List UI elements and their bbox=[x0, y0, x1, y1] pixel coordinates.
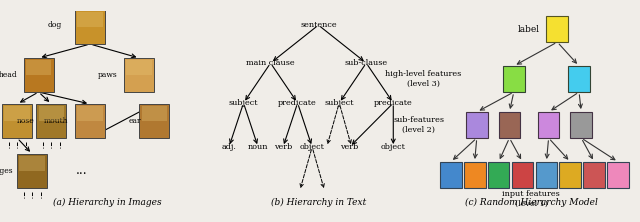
Text: (a) Hierarchy in Images: (a) Hierarchy in Images bbox=[53, 198, 161, 207]
Text: subject: subject bbox=[228, 99, 259, 107]
Text: object: object bbox=[300, 143, 324, 151]
FancyBboxPatch shape bbox=[559, 162, 581, 188]
FancyBboxPatch shape bbox=[140, 104, 170, 138]
FancyBboxPatch shape bbox=[607, 162, 629, 188]
Text: predicate: predicate bbox=[278, 99, 317, 107]
Text: input features
(level 1): input features (level 1) bbox=[502, 190, 560, 208]
FancyBboxPatch shape bbox=[127, 60, 152, 75]
FancyBboxPatch shape bbox=[536, 162, 557, 188]
Text: mouth: mouth bbox=[44, 117, 68, 125]
Text: head: head bbox=[0, 71, 17, 79]
FancyBboxPatch shape bbox=[499, 112, 520, 138]
FancyBboxPatch shape bbox=[568, 66, 590, 92]
FancyBboxPatch shape bbox=[547, 16, 568, 42]
Text: adj.: adj. bbox=[221, 143, 236, 151]
Text: subject: subject bbox=[324, 99, 354, 107]
FancyBboxPatch shape bbox=[19, 156, 45, 171]
Text: (c) Random Hierarchy Model: (c) Random Hierarchy Model bbox=[465, 198, 598, 207]
Text: label: label bbox=[518, 25, 540, 34]
Text: predicate: predicate bbox=[374, 99, 413, 107]
FancyBboxPatch shape bbox=[511, 162, 533, 188]
Text: high-level features
(level 3): high-level features (level 3) bbox=[385, 70, 461, 88]
FancyBboxPatch shape bbox=[440, 162, 461, 188]
FancyBboxPatch shape bbox=[36, 104, 67, 138]
FancyBboxPatch shape bbox=[75, 10, 105, 44]
FancyBboxPatch shape bbox=[75, 104, 105, 138]
Text: nose: nose bbox=[17, 117, 35, 125]
Text: verb: verb bbox=[340, 143, 359, 151]
Text: ear: ear bbox=[129, 117, 141, 125]
FancyBboxPatch shape bbox=[38, 106, 64, 121]
Text: noun: noun bbox=[248, 143, 268, 151]
Text: verb: verb bbox=[274, 143, 292, 151]
FancyBboxPatch shape bbox=[141, 106, 167, 121]
FancyBboxPatch shape bbox=[4, 106, 30, 121]
Text: main clause: main clause bbox=[246, 59, 295, 67]
FancyBboxPatch shape bbox=[466, 112, 488, 138]
Text: dog: dog bbox=[48, 21, 62, 29]
FancyBboxPatch shape bbox=[26, 60, 51, 75]
Text: paws: paws bbox=[98, 71, 118, 79]
Text: edges: edges bbox=[0, 167, 13, 175]
FancyBboxPatch shape bbox=[124, 58, 154, 92]
FancyBboxPatch shape bbox=[538, 112, 559, 138]
FancyBboxPatch shape bbox=[17, 154, 47, 188]
FancyBboxPatch shape bbox=[488, 162, 509, 188]
FancyBboxPatch shape bbox=[570, 112, 592, 138]
FancyBboxPatch shape bbox=[584, 162, 605, 188]
Text: (b) Hierarchy in Text: (b) Hierarchy in Text bbox=[271, 198, 366, 207]
Text: sentence: sentence bbox=[300, 21, 337, 29]
FancyBboxPatch shape bbox=[24, 58, 54, 92]
Text: object: object bbox=[381, 143, 406, 151]
FancyBboxPatch shape bbox=[77, 12, 103, 27]
Text: ...: ... bbox=[76, 165, 87, 177]
FancyBboxPatch shape bbox=[503, 66, 525, 92]
FancyBboxPatch shape bbox=[77, 106, 103, 121]
FancyBboxPatch shape bbox=[2, 104, 32, 138]
Text: sub-clause: sub-clause bbox=[345, 59, 388, 67]
FancyBboxPatch shape bbox=[464, 162, 486, 188]
Text: sub-features
(level 2): sub-features (level 2) bbox=[393, 116, 444, 134]
